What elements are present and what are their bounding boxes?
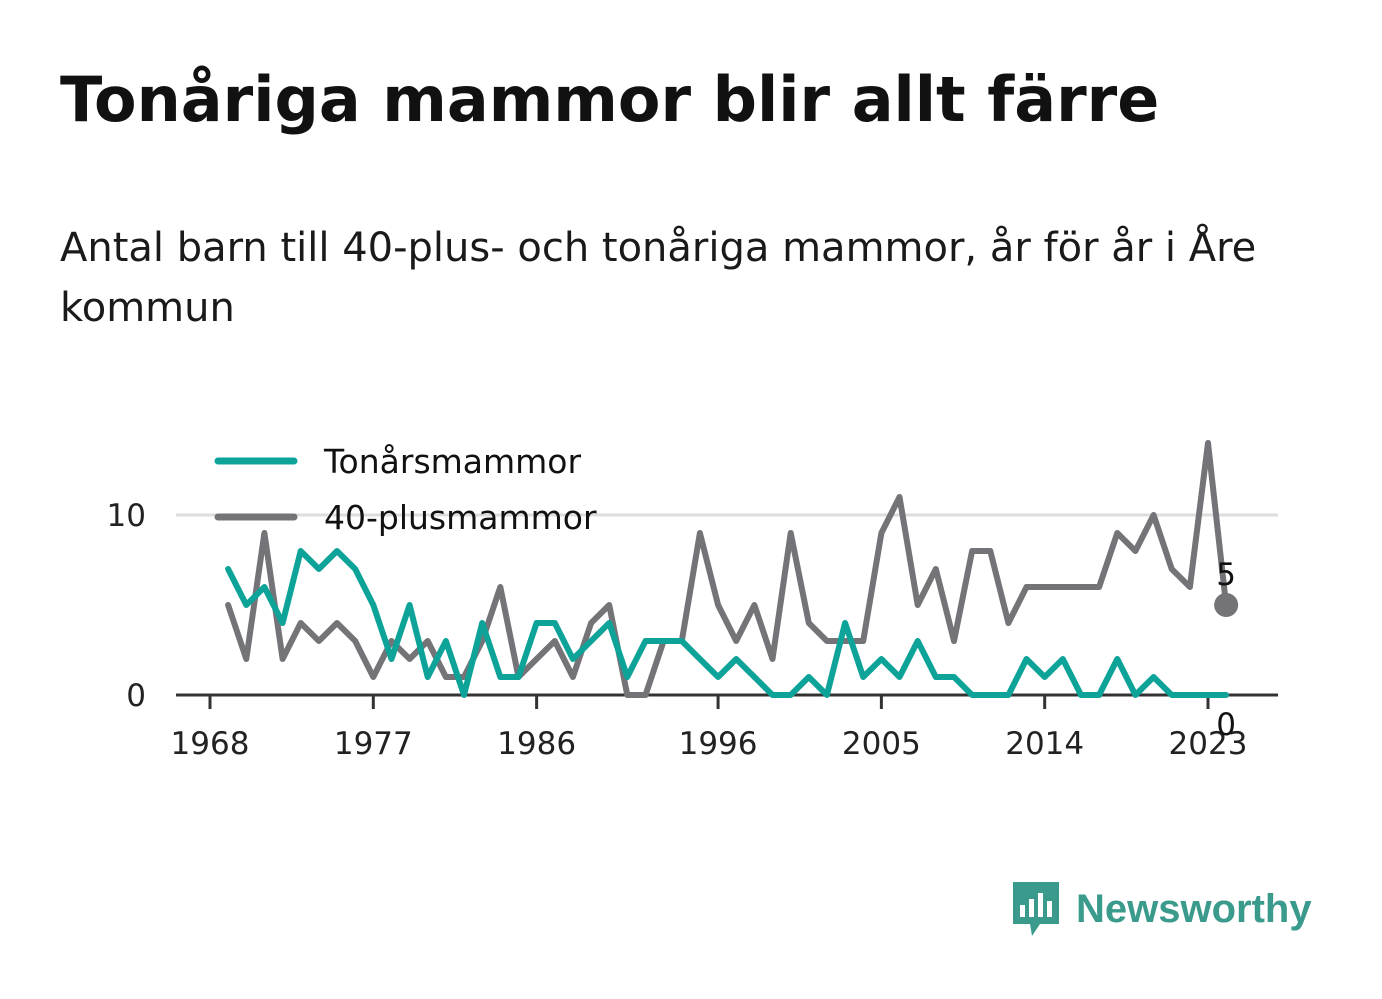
series-end-label: 5 xyxy=(1216,557,1236,593)
chart-subtitle: Antal barn till 40-plus- och tonåriga ma… xyxy=(60,225,1257,331)
x-tick-label: 1986 xyxy=(497,726,576,762)
y-tick-label: 10 xyxy=(107,498,146,534)
y-tick-label: 0 xyxy=(126,678,146,714)
brand-logo: Newsworthy xyxy=(1010,878,1312,940)
x-tick-label: 2005 xyxy=(842,726,921,762)
x-tick-label: 2014 xyxy=(1005,726,1084,762)
series-end-point xyxy=(1214,593,1239,617)
series-end-label: 0 xyxy=(1216,707,1236,743)
series-line-tonarsmammor xyxy=(225,548,1230,698)
brand-name: Newsworthy xyxy=(1076,886,1312,931)
axis-layer: 0 10 1968 1977 1986 1996 2005 2014 2023 xyxy=(107,498,1278,762)
legend-label: Tonårsmammor xyxy=(323,442,581,481)
x-tick-label: 1996 xyxy=(679,726,758,762)
x-tick-label: 1968 xyxy=(171,726,250,762)
x-tick-label: 1977 xyxy=(334,726,413,762)
newsworthy-logo-icon xyxy=(1013,882,1059,936)
chart-title: Tonåriga mammor blir allt färre xyxy=(60,63,1160,136)
legend-label: 40-plusmammor xyxy=(324,498,597,537)
legend: Tonårsmammor 40-plusmammor xyxy=(214,442,597,537)
x-tick-label: 2023 xyxy=(1169,726,1248,762)
series-layer: 05 xyxy=(225,440,1239,743)
